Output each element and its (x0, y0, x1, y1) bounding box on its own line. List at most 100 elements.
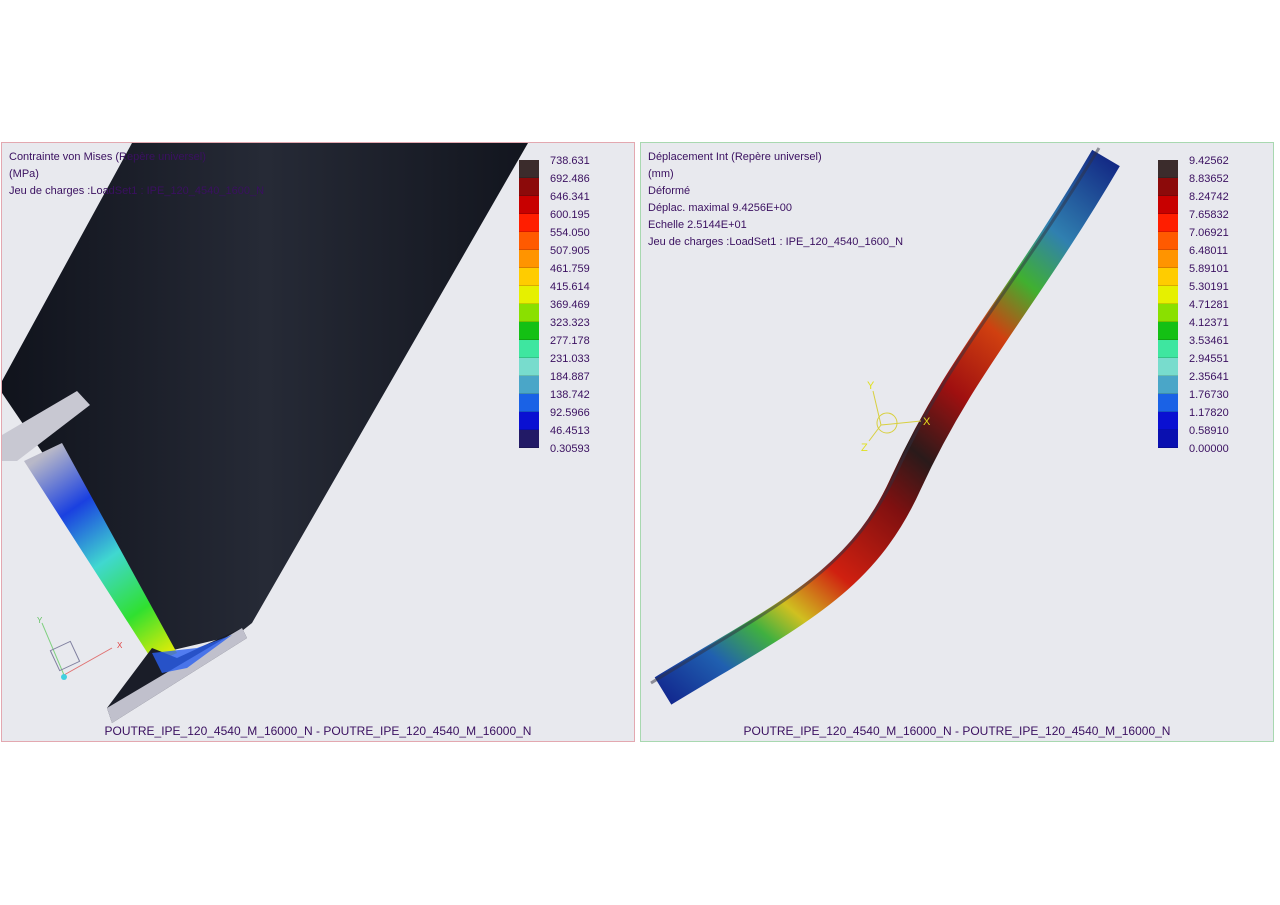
beam-stress-model: Y X (2, 143, 528, 723)
legend-band (1158, 394, 1178, 412)
legend-band (1158, 178, 1178, 196)
von-mises-stress-view[interactable]: Y X Contrainte von Mises (Repère univers… (1, 142, 635, 742)
legend-band (519, 394, 539, 412)
legend-band (519, 160, 539, 178)
stress-hotspot (152, 635, 232, 673)
legend-color-bar (519, 160, 539, 448)
legend-label: 600.195 (550, 209, 590, 221)
legend-label: 4.71281 (1189, 299, 1229, 311)
legend-label: 415.614 (550, 281, 590, 293)
load-set: Jeu de charges :LoadSet1 : IPE_120_4540_… (648, 236, 904, 248)
legend-label: 9.42562 (1189, 155, 1229, 167)
legend-label: 692.486 (550, 173, 590, 185)
legend-band (519, 178, 539, 196)
legend-label: 507.905 (550, 245, 590, 257)
legend-label: 323.323 (550, 317, 590, 329)
legend-band (519, 340, 539, 358)
result-title: Déplacement Int (Repère universel) (648, 151, 822, 163)
legend-band (519, 376, 539, 394)
legend-band (1158, 160, 1178, 178)
legend-label: 2.94551 (1189, 353, 1229, 365)
legend-label: 8.24742 (1189, 191, 1229, 203)
legend-label: 461.759 (550, 263, 590, 275)
legend-band (519, 304, 539, 322)
beam-bottom-face (107, 628, 247, 723)
legend-label: 5.30191 (1189, 281, 1229, 293)
deformed-beam-model: Y X Z (650, 147, 1120, 705)
legend-band (1158, 358, 1178, 376)
legend-band (1158, 304, 1178, 322)
scale-factor: Echelle 2.5144E+01 (648, 219, 747, 231)
model-name: POUTRE_IPE_120_4540_M_16000_N - POUTRE_I… (743, 724, 1171, 738)
legend-label: 277.178 (550, 335, 590, 347)
svg-text:X: X (117, 641, 123, 650)
legend-label: 6.48011 (1189, 245, 1228, 257)
svg-text:Y: Y (867, 380, 875, 392)
legend-label: 4.12371 (1189, 317, 1229, 329)
legend-band (519, 196, 539, 214)
legend-band (519, 250, 539, 268)
legend-label: 1.76730 (1189, 389, 1229, 401)
legend-band (1158, 340, 1178, 358)
legend-label: 46.4513 (550, 425, 590, 437)
displacement-view[interactable]: Y X Z Déplacement Int (Repère universel)… (640, 142, 1274, 742)
legend-label: 184.887 (550, 371, 590, 383)
legend-color-bar (1158, 160, 1178, 448)
legend-band (519, 412, 539, 430)
legend-label: 646.341 (550, 191, 590, 203)
result-unit: (mm) (648, 168, 674, 180)
result-unit: (MPa) (9, 168, 39, 180)
svg-text:X: X (923, 416, 931, 428)
legend-label: 554.050 (550, 227, 590, 239)
model-name: POUTRE_IPE_120_4540_M_16000_N - POUTRE_I… (104, 724, 532, 738)
legend-band (519, 322, 539, 340)
result-title: Contrainte von Mises (Repère universel) (9, 151, 206, 163)
legend-band (1158, 214, 1178, 232)
legend-band (1158, 268, 1178, 286)
max-displacement: Déplac. maximal 9.4256E+00 (648, 202, 792, 214)
load-set: Jeu de charges :LoadSet1 : IPE_120_4540_… (9, 185, 265, 197)
beam-flange-edge (650, 147, 1101, 685)
legend-band (1158, 430, 1178, 448)
svg-text:Y: Y (37, 616, 43, 625)
result-info: Contrainte von Mises (Repère universel) … (9, 149, 264, 200)
legend-label: 92.5966 (550, 407, 590, 419)
legend-band (519, 268, 539, 286)
legend-band (519, 214, 539, 232)
legend-label: 2.35641 (1189, 371, 1229, 383)
legend-band (1158, 232, 1178, 250)
coordinate-triad: Y X Z (861, 380, 931, 454)
legend-label: 138.742 (550, 389, 590, 401)
legend-band (1158, 412, 1178, 430)
legend-band (1158, 286, 1178, 304)
legend-label: 231.033 (550, 353, 590, 365)
legend-label: 0.00000 (1189, 443, 1229, 455)
legend-band (1158, 196, 1178, 214)
legend-label: 3.53461 (1189, 335, 1229, 347)
legend-label: 0.30593 (550, 443, 590, 455)
legend-labels: 738.631 692.486 646.341 600.195 554.050 507.9… (550, 152, 590, 458)
legend-label: 8.83652 (1189, 173, 1229, 185)
beam-web (24, 443, 177, 663)
legend-label: 1.17820 (1189, 407, 1229, 419)
result-info: Déplacement Int (Repère universel) (mm) … (648, 149, 903, 251)
legend-band (519, 232, 539, 250)
legend-label: 738.631 (550, 155, 590, 167)
beam-flange-end (2, 391, 90, 461)
legend-band (519, 430, 539, 448)
coordinate-triad: Y X (37, 616, 123, 680)
legend-band (1158, 322, 1178, 340)
legend-band (1158, 376, 1178, 394)
deformed-label: Déformé (648, 185, 691, 197)
legend-label: 0.58910 (1189, 425, 1229, 437)
legend-band (1158, 250, 1178, 268)
legend-band (519, 286, 539, 304)
legend-label: 7.65832 (1189, 209, 1229, 221)
legend-label: 7.06921 (1189, 227, 1229, 239)
legend-label: 5.89101 (1189, 263, 1229, 275)
legend-labels: 9.42562 8.83652 8.24742 7.65832 7.06921 6.480… (1189, 152, 1229, 458)
beam-top-flange (2, 143, 528, 655)
legend-band (519, 358, 539, 376)
deformed-beam (654, 149, 1120, 705)
legend-label: 369.469 (550, 299, 590, 311)
